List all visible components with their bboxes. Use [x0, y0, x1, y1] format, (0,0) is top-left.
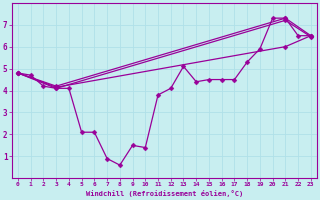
X-axis label: Windchill (Refroidissement éolien,°C): Windchill (Refroidissement éolien,°C)	[86, 190, 243, 197]
